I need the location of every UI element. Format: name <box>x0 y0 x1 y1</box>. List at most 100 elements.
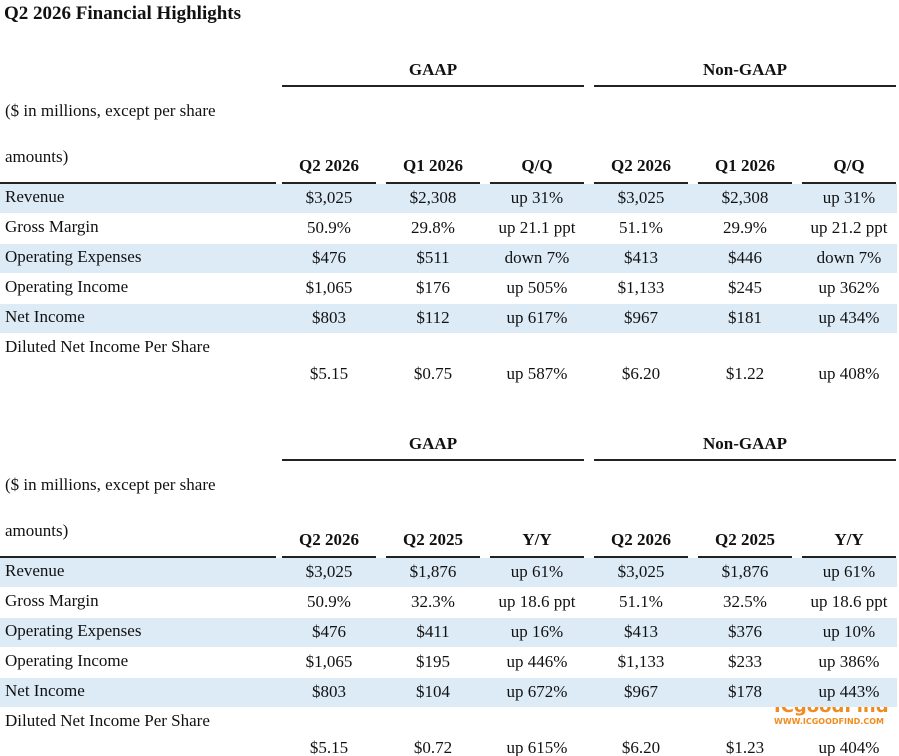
cell: $3,025 <box>305 562 353 581</box>
header-rule <box>802 182 896 184</box>
cell: up 10% <box>822 622 876 641</box>
header-rule <box>698 556 792 558</box>
cell: up 386% <box>818 652 880 671</box>
cell: up 443% <box>818 682 880 701</box>
header-rule <box>698 182 792 184</box>
cell: $1,133 <box>617 652 665 671</box>
row-label: Operating Income <box>5 277 129 296</box>
row-label: Revenue <box>5 187 65 206</box>
row-label: Operating Expenses <box>5 621 142 640</box>
cell: $1.22 <box>725 364 765 383</box>
column-header: Y/Y <box>522 530 552 549</box>
cell: up 31% <box>510 188 564 207</box>
cell: $245 <box>728 278 762 297</box>
cell: 29.8% <box>411 218 455 237</box>
cell: up 16% <box>510 622 564 641</box>
watermark-url: WWW.ICGOODFIND.COM <box>774 717 884 726</box>
cell: $233 <box>728 652 762 671</box>
row-label: Net Income <box>5 307 85 326</box>
cell: $967 <box>624 682 658 701</box>
group-rule <box>594 459 896 461</box>
cell: up 587% <box>506 364 568 383</box>
cell: $511 <box>416 248 450 267</box>
cell: $3,025 <box>617 562 665 581</box>
note: ($ in millions, except per share <box>5 101 216 120</box>
group-header: GAAP <box>408 434 458 453</box>
header-rule <box>594 182 688 184</box>
header-rule <box>0 182 276 184</box>
cell: $176 <box>416 278 450 297</box>
cell: up 434% <box>818 308 880 327</box>
cell: $2,308 <box>721 188 769 207</box>
row-band <box>0 558 897 587</box>
cell: 29.9% <box>723 218 767 237</box>
cell: 50.9% <box>307 592 351 611</box>
cell: $178 <box>728 682 762 701</box>
cell: $803 <box>312 682 346 701</box>
cell: $413 <box>624 248 658 267</box>
column-header: Q1 2026 <box>715 156 775 175</box>
cell: $413 <box>624 622 658 641</box>
row-band <box>0 244 897 273</box>
cell: $1,133 <box>617 278 665 297</box>
row-label: Gross Margin <box>5 217 99 236</box>
cell: down 7% <box>504 248 570 267</box>
cell: up 408% <box>818 364 880 383</box>
row-label: Net Income <box>5 681 85 700</box>
row-band <box>0 184 897 213</box>
cell: $104 <box>416 682 450 701</box>
header-rule <box>0 556 276 558</box>
header-rule <box>282 182 376 184</box>
cell: $0.75 <box>413 364 453 383</box>
cell: $476 <box>312 248 346 267</box>
cell: $6.20 <box>621 738 661 756</box>
note: amounts) <box>5 147 69 166</box>
cell: up 617% <box>506 308 568 327</box>
cell: up 31% <box>822 188 876 207</box>
column-header: Q2 2025 <box>403 530 463 549</box>
cell: up 21.1 ppt <box>498 218 576 237</box>
column-header: Q2 2026 <box>299 530 359 549</box>
cell: $1,876 <box>409 562 457 581</box>
cell: $1,876 <box>721 562 769 581</box>
cell: $181 <box>728 308 762 327</box>
header-rule <box>490 556 584 558</box>
cell: up 61% <box>510 562 564 581</box>
row-band <box>0 618 897 647</box>
group-rule <box>594 85 896 87</box>
group-rule <box>282 459 584 461</box>
column-header: Q/Q <box>833 156 865 175</box>
cell: 50.9% <box>307 218 351 237</box>
cell: $376 <box>728 622 762 641</box>
header-rule <box>490 182 584 184</box>
cell: $1.23 <box>725 738 765 756</box>
group-rule <box>282 85 584 87</box>
cell: up 404% <box>818 738 880 756</box>
row-label: Diluted Net Income Per Share <box>5 337 210 356</box>
header-rule <box>386 182 480 184</box>
cell: $476 <box>312 622 346 641</box>
cell: $967 <box>624 308 658 327</box>
group-header: GAAP <box>408 60 458 79</box>
cell: up 672% <box>506 682 568 701</box>
cell: up 61% <box>822 562 876 581</box>
cell: $3,025 <box>305 188 353 207</box>
cell: up 615% <box>506 738 568 756</box>
column-header: Q2 2026 <box>611 530 671 549</box>
cell: $2,308 <box>409 188 457 207</box>
cell: $112 <box>416 308 450 327</box>
cell: 32.3% <box>411 592 455 611</box>
cell: $446 <box>728 248 762 267</box>
cell: $1,065 <box>305 652 353 671</box>
column-header: Q2 2026 <box>299 156 359 175</box>
column-header: Q2 2025 <box>715 530 775 549</box>
cell: 51.1% <box>619 592 663 611</box>
header-rule <box>594 556 688 558</box>
cell: $6.20 <box>621 364 661 383</box>
header-rule <box>802 556 896 558</box>
cell: up 18.6 ppt <box>498 592 576 611</box>
note: amounts) <box>5 521 69 540</box>
cell: $803 <box>312 308 346 327</box>
column-header: Q/Q <box>521 156 553 175</box>
